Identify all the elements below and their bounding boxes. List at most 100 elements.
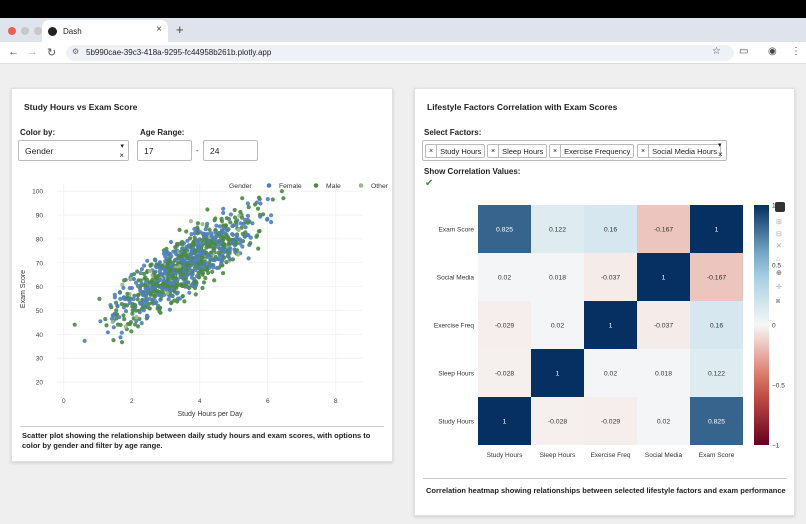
remove-tag-icon[interactable]: × <box>488 145 500 157</box>
dropdown-caret-icon[interactable]: ▾ <box>120 143 124 150</box>
scatter-point <box>265 197 270 202</box>
scatter-point <box>175 280 180 286</box>
scatter-point <box>209 250 214 255</box>
clear-selection-icon[interactable]: × <box>119 151 124 160</box>
screen-top-bar <box>0 0 806 18</box>
camera-icon[interactable]: ◙ <box>776 298 781 305</box>
scatter-point <box>160 290 165 295</box>
reload-icon[interactable]: ↻ <box>47 47 57 59</box>
scatter-point <box>180 252 185 257</box>
row-label: Social Media <box>437 275 475 282</box>
url-bar[interactable]: 5b990cae-39c3-418a-9295-fc44958b261b.plo… <box>66 45 734 61</box>
pan-icon[interactable]: ⌂ <box>776 256 781 263</box>
legend-item-female: Female <box>279 183 302 190</box>
age-min-input[interactable]: 17 <box>137 140 192 161</box>
age-max-input[interactable]: 24 <box>203 140 258 161</box>
zoom-out-box-icon[interactable]: ⊟ <box>776 231 782 238</box>
scatter-point <box>141 271 147 276</box>
scatter-point <box>207 227 212 232</box>
heatmap-plot[interactable]: Exam Score 0.825 0.122 0.16 -0.167 1 Social Me… <box>414 196 795 466</box>
scatter-point <box>187 285 192 291</box>
scatter-point <box>118 296 123 301</box>
scatter-point <box>204 239 209 244</box>
back-arrow-icon[interactable]: ← <box>8 46 19 58</box>
tab-dash[interactable]: Dash × <box>42 20 168 42</box>
colorbar-tick-label: 0 <box>772 323 776 330</box>
scatter-point <box>159 285 164 290</box>
factor-tag-sleep-hours[interactable]: × Sleep Hours <box>487 144 548 158</box>
scatter-point <box>138 278 143 283</box>
scatter-point <box>199 269 204 274</box>
scatter-point <box>193 292 198 297</box>
y-tick-label: 50 <box>36 308 44 315</box>
heatmap-cell <box>531 349 584 397</box>
scatter-point <box>136 324 141 329</box>
scatter-point <box>202 232 207 237</box>
scatter-point <box>152 271 157 276</box>
scatter-point <box>173 245 178 250</box>
autoscale-icon[interactable]: ✕ <box>776 243 782 250</box>
scatter-point <box>158 297 163 302</box>
scatter-point <box>174 276 179 281</box>
scatter-point <box>129 329 134 334</box>
heatmap-cell <box>690 397 743 445</box>
scatter-point <box>124 303 130 308</box>
y-tick-label: 100 <box>32 189 43 196</box>
cell-value: 0.16 <box>604 227 617 234</box>
age-range-label: Age Range: <box>140 128 185 137</box>
remove-tag-icon[interactable]: × <box>638 145 650 157</box>
zoom-box-icon[interactable]: ⊞ <box>776 219 782 226</box>
close-window-button[interactable] <box>8 27 16 35</box>
plotly-logo-icon[interactable] <box>775 202 785 212</box>
scatter-point <box>149 291 154 296</box>
scatter-point <box>134 318 139 324</box>
row-label: Exercise Freq <box>434 323 474 330</box>
scatter-point <box>202 261 207 266</box>
bookmark-star-icon[interactable]: ☆ <box>712 46 721 57</box>
show-correlation-checkbox[interactable]: ✔ <box>425 178 434 189</box>
tab-close-icon[interactable]: × <box>156 24 162 35</box>
scatter-point <box>145 291 150 296</box>
scatter-point <box>213 230 218 235</box>
cast-icon[interactable]: ▭ <box>739 46 749 57</box>
maximize-window-button[interactable] <box>34 27 42 35</box>
remove-tag-icon[interactable]: × <box>426 145 438 157</box>
x-tick-label: 2 <box>130 398 134 405</box>
scatter-point <box>213 242 218 247</box>
scatter-point <box>202 265 207 270</box>
forward-arrow-icon[interactable]: → <box>27 46 38 58</box>
scatter-point <box>183 249 188 255</box>
scatter-point <box>132 302 138 308</box>
scatter-point <box>184 229 189 234</box>
scatter-point <box>191 242 196 247</box>
scatter-plot[interactable]: 20 30 40 50 60 70 80 90 100 0 2 4 6 8 Study Hours per … <box>11 170 393 422</box>
scatter-point <box>200 238 205 243</box>
scatter-point <box>231 239 236 244</box>
column-label: Study Hours <box>487 452 524 459</box>
scatter-point <box>134 315 139 320</box>
factor-tag-social-media-hours[interactable]: × Social Media Hours <box>637 144 722 158</box>
colorbar-tick-label: 1 <box>772 203 776 210</box>
scatter-point <box>150 282 155 287</box>
color-by-dropdown[interactable]: Gender ▾ × <box>18 140 129 161</box>
new-tab-button[interactable]: + <box>176 22 184 37</box>
factors-clear-icon[interactable]: × <box>718 150 723 159</box>
minimize-window-button[interactable] <box>21 27 29 35</box>
scatter-point <box>111 313 116 318</box>
factor-tag-study-hours[interactable]: × Study Hours <box>425 144 486 158</box>
menu-icon[interactable]: ⋮ <box>791 46 801 57</box>
heatmap-divider <box>423 478 787 479</box>
profile-icon[interactable]: ◉ <box>768 46 777 57</box>
zoom-in-icon[interactable]: ⊕ <box>776 270 782 277</box>
factor-tag-exercise-frequency[interactable]: × Exercise Frequency <box>549 144 635 158</box>
remove-tag-icon[interactable]: × <box>550 145 562 157</box>
scatter-point <box>129 296 134 301</box>
factors-caret-icon[interactable]: ▾ <box>718 142 722 149</box>
scatter-point <box>143 283 148 288</box>
move-icon[interactable]: ✛ <box>776 284 782 291</box>
scatter-point <box>163 254 168 259</box>
row-label: Exam Score <box>439 227 475 234</box>
scatter-point <box>240 196 245 201</box>
site-settings-icon[interactable]: ⚙ <box>72 47 80 56</box>
scatter-point <box>200 285 205 291</box>
